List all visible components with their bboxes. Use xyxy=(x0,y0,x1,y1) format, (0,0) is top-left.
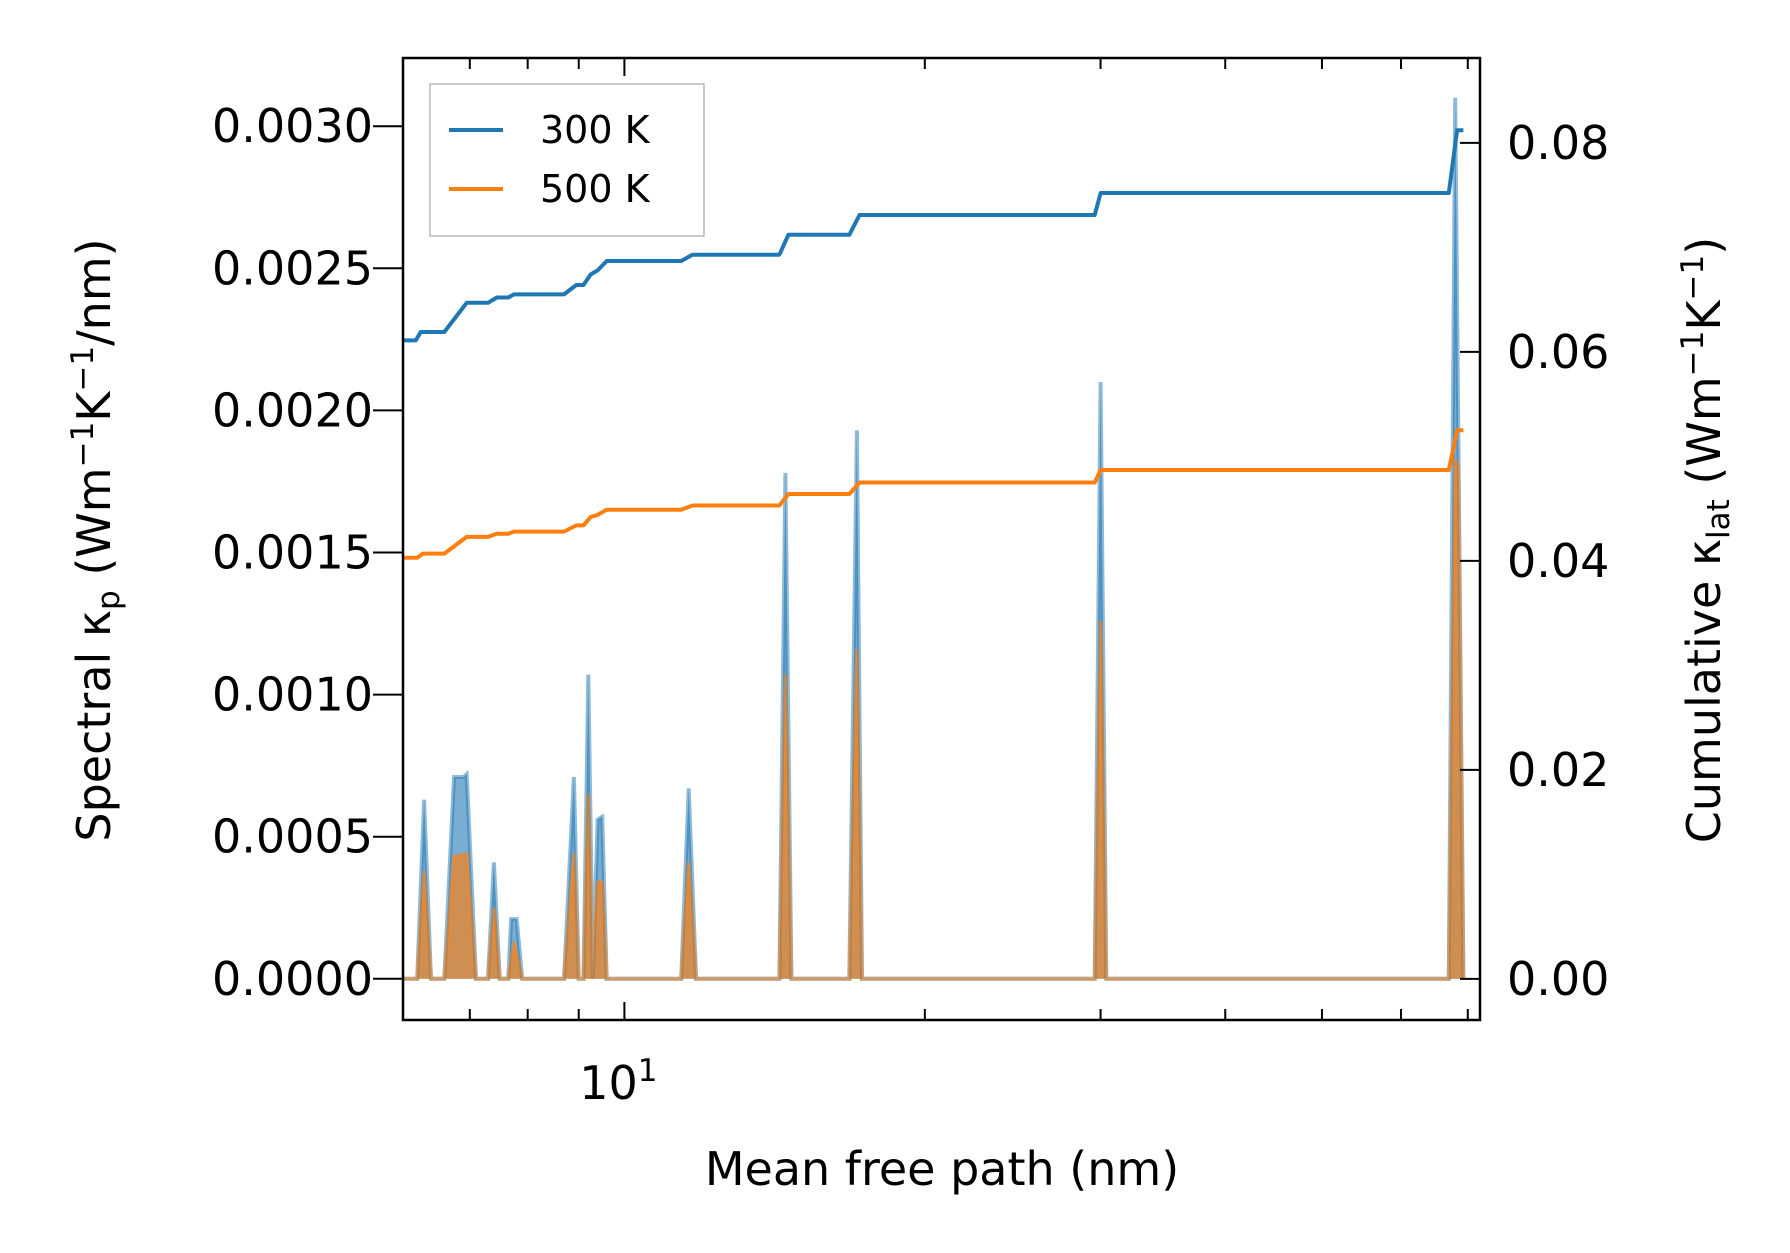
spectral-fill-500k xyxy=(403,458,1464,979)
cumulative-line-500k xyxy=(403,428,1464,560)
legend-label-500k: 500 K xyxy=(540,167,651,211)
y-left-tick-label: 0.0025 xyxy=(212,241,373,295)
cumulative-line-group xyxy=(403,128,1464,560)
y-left-tick-label: 0.0005 xyxy=(212,810,373,864)
y-left-tick-label: 0.0000 xyxy=(212,952,373,1006)
y-left-tick-label: 0.0010 xyxy=(212,668,373,722)
y-left-tick-label: 0.0015 xyxy=(212,525,373,579)
y-right-tick-label: 0.04 xyxy=(1507,534,1609,588)
y-right-tick-label: 0.02 xyxy=(1507,743,1609,797)
legend-label-300k: 300 K xyxy=(540,108,651,152)
y-left-tick-label: 0.0020 xyxy=(212,383,373,437)
y-right-tick-label: 0.00 xyxy=(1507,952,1609,1006)
tick-group: 0.0000 0.0005 0.0010 0.0015 0.0020 0.0025 0.00… xyxy=(212,58,1609,1110)
cumulative-line-300k xyxy=(403,128,1464,343)
y-axis-label-right: Cumulative κlat (Wm−1K−1) xyxy=(1675,237,1737,843)
legend: 300 K 500 K xyxy=(429,83,705,237)
legend-box xyxy=(429,83,705,237)
x-axis-label: Mean free path (nm) xyxy=(705,1142,1179,1196)
y-left-tick-label: 0.0030 xyxy=(212,99,373,153)
y-right-tick-label: 0.06 xyxy=(1507,325,1609,379)
spectral-line-500k xyxy=(403,457,1466,981)
y-right-tick-label: 0.08 xyxy=(1507,116,1609,170)
plot-frame xyxy=(401,56,1482,1022)
y-axis-label-left: Spectral κp (Wm−1K−1/nm) xyxy=(65,238,127,841)
spectral-line-group xyxy=(403,97,1466,981)
x-tick-label: 101 xyxy=(579,1053,657,1110)
